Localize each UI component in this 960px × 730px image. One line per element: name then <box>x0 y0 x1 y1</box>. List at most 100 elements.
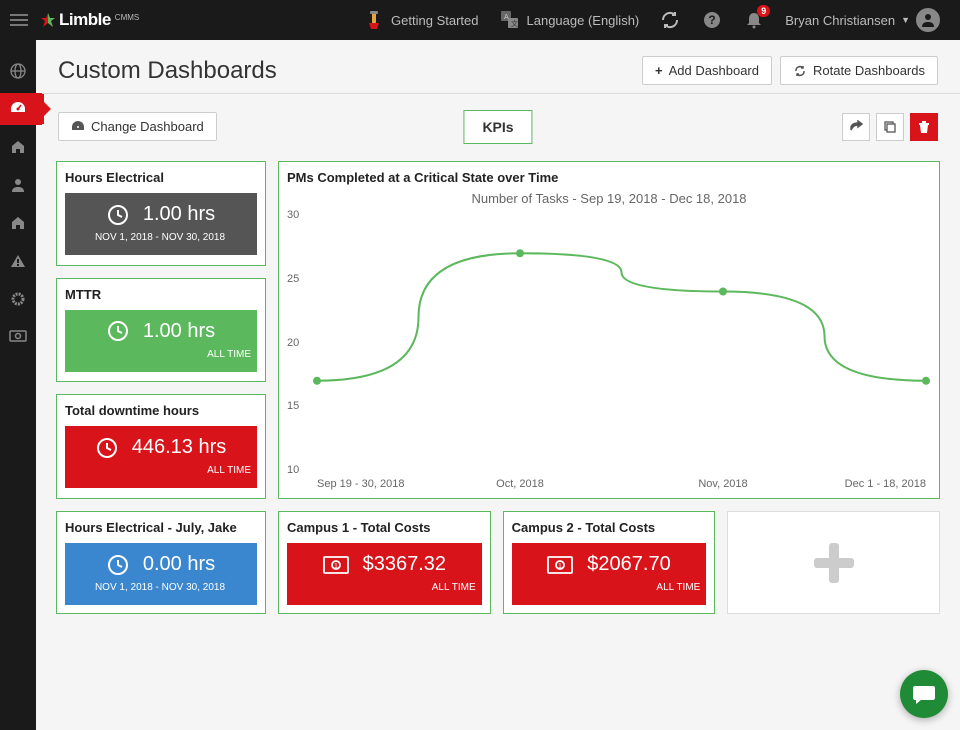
dashboard-grid: Hours Electrical 1.00 hrs NOV 1, 2018 - … <box>36 151 960 634</box>
getting-started-link[interactable]: Getting Started <box>353 0 488 40</box>
metric-box: 1.00 hrs ALL TIME <box>65 310 257 372</box>
svg-text:文: 文 <box>511 19 518 28</box>
card-downtime[interactable]: Total downtime hours 446.13 hrs ALL TIME <box>56 394 266 499</box>
dashboard-icon <box>71 120 85 134</box>
refresh-icon <box>659 9 681 31</box>
y-axis-label: 25 <box>287 273 299 285</box>
logo-mark-icon <box>40 12 56 28</box>
y-axis-label: 10 <box>287 464 299 476</box>
getting-started-label: Getting Started <box>391 13 478 28</box>
card-title: Hours Electrical - July, Jake <box>65 520 257 535</box>
metric-box: 446.13 hrs ALL TIME <box>65 426 257 488</box>
menu-icon[interactable] <box>10 14 28 26</box>
refresh-button[interactable] <box>649 0 691 40</box>
metric-sub: ALL TIME <box>656 582 702 593</box>
user-menu[interactable]: Bryan Christiansen ▼ <box>775 0 950 40</box>
chat-icon <box>911 681 937 707</box>
sidebar-item-alert[interactable] <box>0 242 36 280</box>
language-label: Language (English) <box>527 13 640 28</box>
bell-icon: 9 <box>743 9 765 31</box>
card-pm-chart[interactable]: PMs Completed at a Critical State over T… <box>278 161 940 499</box>
svg-text:?: ? <box>709 13 716 27</box>
help-icon: ? <box>701 9 723 31</box>
logo-subtext: CMMS <box>115 13 139 22</box>
money-icon: 1 <box>547 556 573 574</box>
chat-fab[interactable] <box>900 670 948 718</box>
avatar <box>916 8 940 32</box>
topbar: Limble CMMS Getting Started A文 Language … <box>0 0 960 40</box>
add-dashboard-button[interactable]: + Add Dashboard <box>642 56 772 85</box>
svg-text:1: 1 <box>558 563 562 570</box>
notification-badge: 9 <box>757 5 770 17</box>
metric-value: 446.13 hrs <box>132 436 227 459</box>
metric-box: 1 $2067.70 ALL TIME <box>512 543 707 605</box>
sidebar-item-money[interactable] <box>0 318 36 356</box>
add-widget-button[interactable] <box>727 511 940 614</box>
rotate-dashboards-label: Rotate Dashboards <box>813 63 925 78</box>
money-icon: 1 <box>323 556 349 574</box>
add-dashboard-label: Add Dashboard <box>669 63 759 78</box>
trash-icon <box>918 120 930 134</box>
chart-area: 30 25 20 15 10 Sep 19 - 30, 2018 Oct, 2018 Nov,… <box>287 210 931 490</box>
change-dashboard-label: Change Dashboard <box>91 119 204 134</box>
main-content: Custom Dashboards + Add Dashboard Rotate… <box>36 40 960 730</box>
metric-value: $3367.32 <box>363 553 446 576</box>
sidebar-item-home[interactable] <box>0 128 36 166</box>
card-campus1[interactable]: Campus 1 - Total Costs 1 $3367.32 ALL TI… <box>278 511 491 614</box>
metric-box: 1 $3367.32 ALL TIME <box>287 543 482 605</box>
card-campus2[interactable]: Campus 2 - Total Costs 1 $2067.70 ALL TI… <box>503 511 716 614</box>
toolbar: Change Dashboard KPIs <box>36 94 960 151</box>
rotate-dashboards-button[interactable]: Rotate Dashboards <box>780 56 938 85</box>
x-axis-label: Dec 1 - 18, 2018 <box>845 478 926 490</box>
page-header: Custom Dashboards + Add Dashboard Rotate… <box>36 40 960 94</box>
delete-button[interactable] <box>910 113 938 141</box>
x-axis-label: Oct, 2018 <box>496 478 544 490</box>
svg-text:1: 1 <box>334 563 338 570</box>
sidebar-item-home2[interactable] <box>0 204 36 242</box>
y-axis-label: 15 <box>287 400 299 412</box>
help-button[interactable]: ? <box>691 0 733 40</box>
rotate-icon <box>793 64 807 78</box>
card-title: Hours Electrical <box>65 170 257 185</box>
tab-label: KPIs <box>482 119 513 135</box>
user-name: Bryan Christiansen <box>785 13 895 28</box>
svg-text:A: A <box>504 14 509 21</box>
clock-icon <box>107 204 129 226</box>
metric-sub: ALL TIME <box>432 582 478 593</box>
notifications-button[interactable]: 9 <box>733 0 775 40</box>
sidebar-item-settings[interactable] <box>0 280 36 318</box>
share-button[interactable] <box>842 113 870 141</box>
y-axis-label: 20 <box>287 337 299 349</box>
change-dashboard-button[interactable]: Change Dashboard <box>58 112 217 141</box>
metric-box: 0.00 hrs NOV 1, 2018 - NOV 30, 2018 <box>65 543 257 605</box>
language-link[interactable]: A文 Language (English) <box>489 0 650 40</box>
card-july-jake[interactable]: Hours Electrical - July, Jake 0.00 hrs N… <box>56 511 266 614</box>
chevron-down-icon: ▼ <box>901 15 910 25</box>
x-axis-label: Sep 19 - 30, 2018 <box>317 478 404 490</box>
sidebar-item-user[interactable] <box>0 166 36 204</box>
metric-sub: ALL TIME <box>207 349 253 360</box>
logo[interactable]: Limble CMMS <box>40 10 139 30</box>
y-axis-label: 30 <box>287 209 299 221</box>
card-hours-electrical[interactable]: Hours Electrical 1.00 hrs NOV 1, 2018 - … <box>56 161 266 266</box>
card-mttr[interactable]: MTTR 1.00 hrs ALL TIME <box>56 278 266 383</box>
sidebar-item-globe[interactable] <box>0 52 36 90</box>
tab-kpis[interactable]: KPIs <box>463 110 532 144</box>
metric-value: 0.00 hrs <box>143 553 215 576</box>
metric-sub: NOV 1, 2018 - NOV 30, 2018 <box>95 582 227 593</box>
bottom-row: Hours Electrical - July, Jake 0.00 hrs N… <box>56 511 940 614</box>
metric-value: 1.00 hrs <box>143 203 215 226</box>
share-icon <box>849 120 863 134</box>
x-axis-label: Nov, 2018 <box>698 478 747 490</box>
sidebar-item-dashboard[interactable] <box>0 90 36 128</box>
plus-icon: + <box>655 63 663 78</box>
page-title: Custom Dashboards <box>58 57 642 85</box>
clock-icon <box>107 320 129 342</box>
wrench-icon <box>363 9 385 31</box>
translate-icon: A文 <box>499 9 521 31</box>
card-title: Total downtime hours <box>65 403 257 418</box>
logo-text: Limble <box>59 10 111 30</box>
copy-icon <box>883 120 897 134</box>
copy-button[interactable] <box>876 113 904 141</box>
clock-icon <box>107 554 129 576</box>
